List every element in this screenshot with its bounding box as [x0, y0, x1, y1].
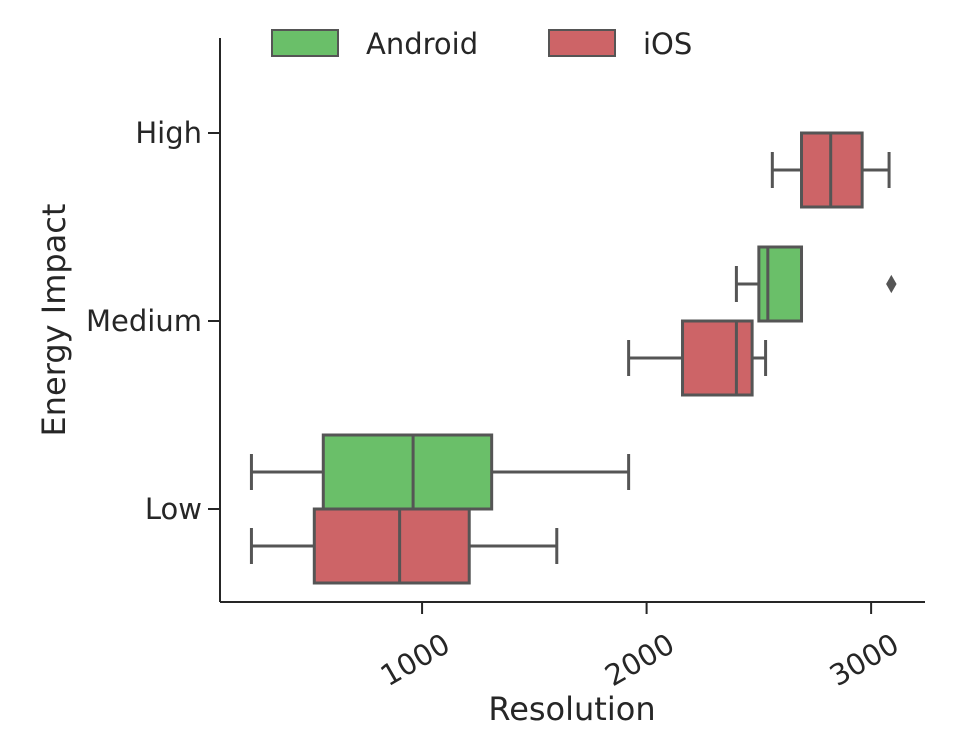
y-axis-title: Energy Impact — [35, 204, 73, 437]
legend-swatch-ios — [548, 29, 616, 57]
x-tick-label-1000: 1000 — [375, 627, 456, 693]
legend-label-android: Android — [366, 27, 478, 61]
legend-swatch-android — [271, 29, 339, 57]
y-tick-label-low: Low — [145, 492, 202, 526]
box-android-low — [249, 433, 631, 511]
box-iqr — [681, 319, 754, 397]
legend-item-ios: iOS — [548, 27, 692, 61]
legend-label-ios: iOS — [643, 27, 692, 61]
outlier-marker — [886, 274, 897, 294]
x-axis-title: Resolution — [488, 690, 655, 728]
box-iqr — [312, 507, 471, 585]
box-iqr — [321, 433, 494, 511]
box-ios-medium — [627, 319, 768, 397]
legend: Android iOS — [271, 27, 692, 61]
box-ios-low — [249, 507, 559, 585]
x-tick-label-2000: 2000 — [599, 627, 680, 693]
legend-item-android: Android — [271, 27, 478, 61]
box-iqr — [757, 245, 804, 323]
y-tick-label-high: High — [135, 116, 202, 150]
x-axis-ticks: 1000 2000 3000 — [375, 602, 905, 693]
y-tick-label-medium: Medium — [86, 304, 202, 338]
y-axis-ticks: High Medium Low — [86, 116, 220, 526]
box-android-medium — [734, 245, 897, 323]
x-tick-label-3000: 3000 — [824, 627, 905, 693]
box-ios-high — [770, 131, 891, 209]
plot-area — [249, 131, 897, 585]
